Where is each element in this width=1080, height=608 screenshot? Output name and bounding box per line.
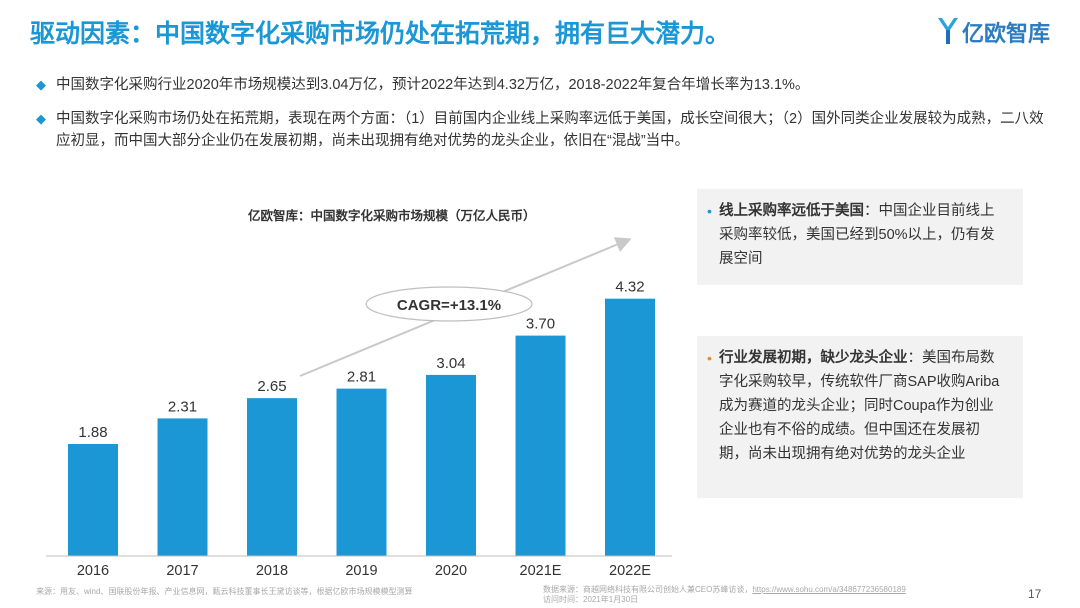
insight-heading: 线上采购率远低于美国 xyxy=(719,203,864,219)
bar-value-label: 1.88 xyxy=(78,424,107,441)
bar-2022e xyxy=(605,298,655,556)
footer-data-link[interactable]: https://www.sohu.com/a/348677236580189 xyxy=(752,585,906,594)
bar-value-label: 4.32 xyxy=(615,279,644,296)
bar-2018 xyxy=(247,398,297,556)
x-tick-label: 2021E xyxy=(520,563,562,579)
footer-data-text: 数据来源：商越网络科技有限公司创始人兼CEO苏峰访谈， xyxy=(543,585,753,594)
insight-box-industry-stage: • 行业发展初期，缺少龙头企业：美国布局数字化采购较早，传统软件厂商SAP收购A… xyxy=(697,336,1023,498)
footer-data-source: 数据来源：商越网络科技有限公司创始人兼CEO苏峰访谈，https://www.s… xyxy=(543,585,906,605)
insight-box-online-rate: • 线上采购率远低于美国：中国企业目前线上采购率较低，美国已经到50%以上，仍有… xyxy=(697,189,1023,285)
x-tick-label: 2017 xyxy=(166,563,198,579)
diamond-bullet-icon: ◆ xyxy=(36,77,46,92)
insight-text: ：中国企业目前线上采购率较低，美国已经到50%以上，仍有发展空间 xyxy=(719,203,995,267)
cagr-label: CAGR=+13.1% xyxy=(397,297,501,314)
footer-source: 来源：用友、wind、国联股份年报、产业信息网，甄云科技董事长王黛访谈等，根据亿… xyxy=(36,587,413,596)
bar-2020 xyxy=(426,374,476,556)
page-title: 驱动因素：中国数字化采购市场仍处在拓荒期，拥有巨大潜力。 xyxy=(30,20,731,48)
bullet-dot-icon: • xyxy=(707,350,712,366)
diamond-bullet-icon: ◆ xyxy=(36,111,46,126)
brand-logo-icon xyxy=(938,18,958,44)
x-tick-label: 2022E xyxy=(609,563,651,579)
chart-title: 亿欧智库：中国数字化采购市场规模（万亿人民币） xyxy=(248,209,536,223)
x-tick-label: 2016 xyxy=(77,563,109,579)
bullet-market-stage: ◆ 中国数字化采购市场仍处在拓荒期，表现在两个方面：（1）目前国内企业线上采购率… xyxy=(36,108,1046,152)
insight-heading: 行业发展初期，缺少龙头企业 xyxy=(719,350,908,366)
x-tick-label: 2019 xyxy=(345,563,377,579)
bar-2019 xyxy=(336,388,387,556)
bullet-text: 中国数字化采购市场仍处在拓荒期，表现在两个方面：（1）目前国内企业线上采购率远低… xyxy=(56,111,1044,149)
bar-value-label: 2.81 xyxy=(347,369,376,386)
brand-logo: 亿欧智库 xyxy=(936,14,1056,48)
bar-value-label: 3.04 xyxy=(436,355,465,372)
bullet-text: 中国数字化采购行业2020年市场规模达到3.04万亿，预计2022年达到4.32… xyxy=(56,77,810,93)
bar-value-label: 3.70 xyxy=(526,316,555,333)
footer-access-time: 访问时间：2021年1月30日 xyxy=(543,595,639,604)
bar-value-label: 2.65 xyxy=(257,378,286,395)
bullet-market-size: ◆ 中国数字化采购行业2020年市场规模达到3.04万亿，预计2022年达到4.… xyxy=(36,74,1046,96)
x-tick-label: 2018 xyxy=(256,563,288,579)
bar-value-label: 2.31 xyxy=(168,398,197,415)
bar-2021e xyxy=(515,335,566,556)
bar-2016 xyxy=(68,444,118,556)
brand-logo-text: 亿欧智库 xyxy=(962,21,1051,46)
insight-text: ：美国布局数字化采购较早，传统软件厂商SAP收购Ariba成为赛道的龙头企业；同… xyxy=(719,350,1000,462)
x-tick-label: 2020 xyxy=(435,563,467,579)
bullet-dot-icon: • xyxy=(707,203,712,219)
page-number: 17 xyxy=(1028,587,1042,601)
bar-2017 xyxy=(157,418,208,556)
cagr-ellipse xyxy=(365,286,533,322)
